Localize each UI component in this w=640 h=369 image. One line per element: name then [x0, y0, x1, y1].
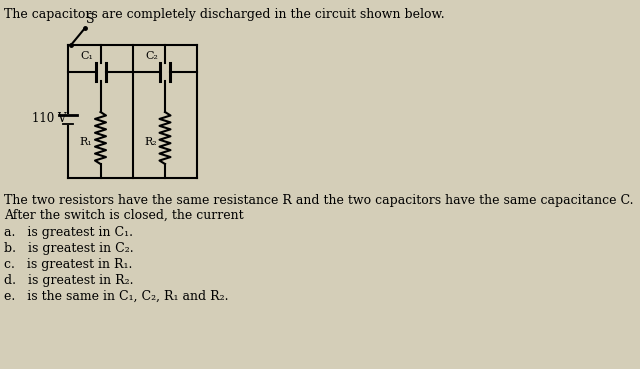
Text: d.   is greatest in R₂.: d. is greatest in R₂. [4, 274, 134, 287]
Text: R₂: R₂ [145, 137, 157, 147]
Text: a.   is greatest in C₁.: a. is greatest in C₁. [4, 226, 133, 239]
Text: b.   is greatest in C₂.: b. is greatest in C₂. [4, 242, 134, 255]
Text: S: S [86, 13, 95, 26]
Text: The two resistors have the same resistance R and the two capacitors have the sam: The two resistors have the same resistan… [4, 194, 634, 207]
Text: C₂: C₂ [145, 51, 158, 61]
Text: c.   is greatest in R₁.: c. is greatest in R₁. [4, 258, 132, 271]
Text: R₁: R₁ [80, 137, 93, 147]
Text: 110 V: 110 V [32, 112, 67, 125]
Text: e.   is the same in C₁, C₂, R₁ and R₂.: e. is the same in C₁, C₂, R₁ and R₂. [4, 290, 228, 303]
Text: After the switch is closed, the current: After the switch is closed, the current [4, 209, 244, 222]
Text: The capacitors are completely discharged in the circuit shown below.: The capacitors are completely discharged… [4, 8, 445, 21]
Text: C₁: C₁ [81, 51, 93, 61]
